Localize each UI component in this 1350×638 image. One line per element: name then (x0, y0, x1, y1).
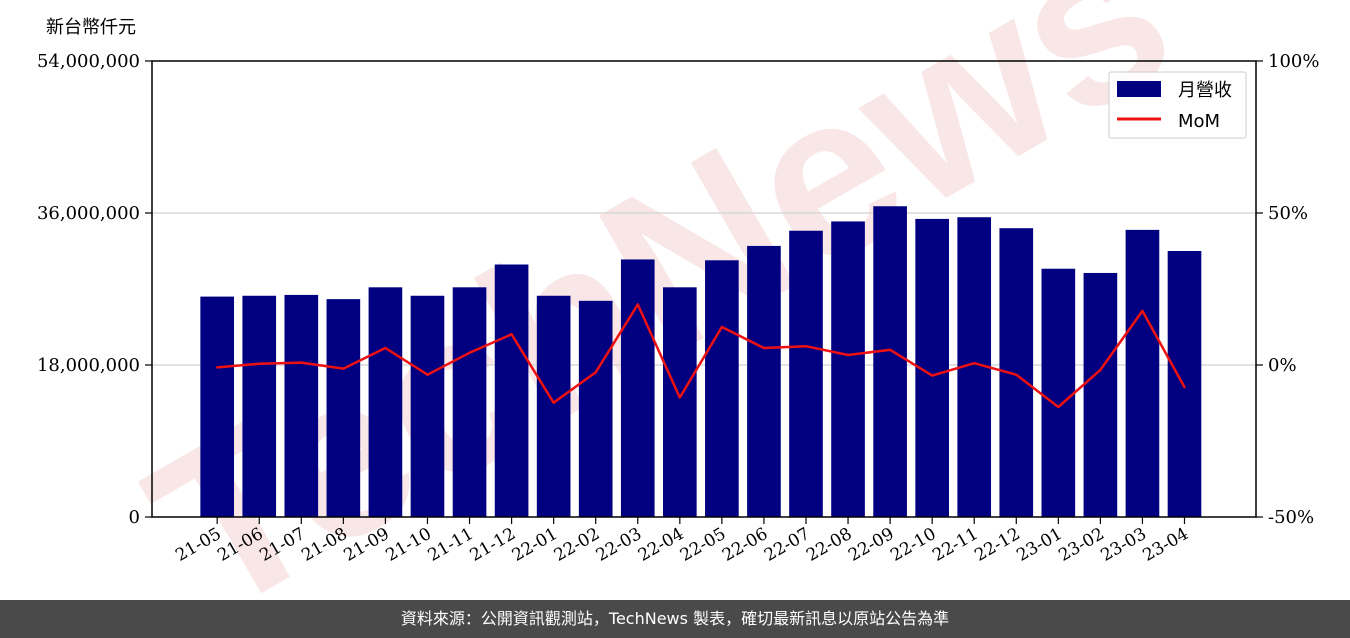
footer-source-note: 資料來源：公開資訊觀測站，TechNews 製表，確切最新訊息以原站公告為準 (0, 600, 1350, 638)
bar-21-07 (284, 294, 319, 517)
mom-point-23-02 (1099, 368, 1102, 372)
x-tick-label-22-04: 22-04 (635, 524, 687, 566)
mom-point-21-11 (468, 351, 471, 355)
mom-point-21-07 (300, 361, 303, 364)
bar-22-02 (578, 300, 613, 517)
mom-point-21-06 (258, 362, 261, 365)
mom-point-22-03 (636, 303, 639, 306)
bar-21-06 (242, 295, 277, 517)
y-right-tick-label: -50% (1268, 507, 1314, 528)
bar-22-09 (873, 206, 907, 517)
x-tick-label-23-01: 23-01 (1013, 524, 1065, 566)
legend: 月營收 MoM (1108, 71, 1247, 139)
line-layer (215, 303, 1186, 409)
mom-point-22-11 (973, 361, 976, 365)
x-tick-label-22-09: 22-09 (845, 524, 897, 566)
x-tick-label-22-08: 22-08 (803, 524, 855, 566)
y-left-tick-label: 0 (129, 507, 140, 528)
y-right-tick-label: 100% (1268, 51, 1319, 72)
x-tick-label-22-01: 22-01 (509, 524, 561, 566)
bar-22-03 (620, 259, 655, 517)
y-right-tick-label: 0% (1268, 355, 1297, 376)
axes-layer (151, 60, 1257, 518)
bar-22-07 (789, 230, 823, 517)
mom-point-23-04 (1183, 385, 1186, 389)
x-tick-label-22-05: 22-05 (677, 524, 729, 566)
mom-point-22-08 (846, 353, 850, 357)
mom-point-21-12 (510, 333, 513, 336)
bar-21-11 (452, 287, 487, 517)
x-tick-label-21-12: 21-12 (467, 524, 519, 566)
mom-point-21-10 (426, 373, 429, 376)
y-left-tick-label: 36,000,000 (37, 203, 140, 224)
y-axis-unit-label: 新台幣仟元 (46, 17, 136, 38)
mom-point-22-02 (594, 371, 597, 374)
mom-point-22-06 (762, 346, 766, 350)
legend-bar-swatch (1117, 81, 1161, 97)
mom-point-23-01 (1057, 405, 1060, 409)
x-tick-label-22-03: 22-03 (593, 524, 645, 566)
x-tick-label-23-04: 23-04 (1140, 524, 1192, 566)
mom-series-line (217, 303, 1186, 409)
bar-23-02 (1083, 272, 1118, 517)
mom-point-21-09 (384, 346, 387, 350)
bar-21-09 (368, 287, 403, 517)
mom-point-22-12 (1015, 373, 1018, 376)
bar-21-05 (200, 296, 235, 517)
y-left-tick-label: 18,000,000 (37, 355, 140, 376)
plot-frame (151, 60, 1257, 518)
bar-22-08 (831, 221, 865, 517)
x-tick-label-22-02: 22-02 (551, 524, 603, 566)
y-left-tick-label: 54,000,000 (37, 51, 140, 72)
bars-layer (200, 206, 1202, 517)
x-tick-label-22-07: 22-07 (761, 524, 813, 566)
bar-22-05 (705, 260, 739, 517)
mom-point-22-01 (552, 401, 555, 404)
bar-22-06 (747, 245, 781, 517)
mom-point-23-03 (1141, 309, 1144, 313)
x-tick-label-22-11: 22-11 (929, 524, 981, 566)
bar-22-01 (536, 295, 571, 517)
bar-21-08 (326, 299, 361, 517)
y-right-tick-label: 50% (1268, 203, 1308, 224)
chart: TechNews 新台幣仟元 018,000,00036,000,00054,0… (37, 0, 1320, 600)
bar-23-04 (1167, 251, 1202, 517)
mom-point-22-10 (930, 374, 934, 377)
mom-point-22-09 (888, 348, 892, 351)
bar-21-12 (494, 264, 529, 517)
x-tick-label-22-10: 22-10 (887, 524, 939, 566)
bar-23-03 (1125, 229, 1160, 517)
mom-point-22-07 (804, 344, 808, 348)
x-tick-label-22-12: 22-12 (971, 524, 1023, 566)
mom-point-22-05 (720, 325, 724, 329)
x-tick-label-23-03: 23-03 (1097, 524, 1149, 566)
mom-point-21-05 (215, 366, 219, 369)
legend-label-mom: MoM (1178, 111, 1220, 132)
bar-22-04 (662, 287, 697, 517)
mom-point-22-04 (678, 396, 682, 399)
mom-point-21-08 (342, 367, 345, 370)
x-tick-label-22-06: 22-06 (719, 524, 771, 566)
x-tick-label-23-02: 23-02 (1055, 524, 1107, 566)
legend-label-revenue: 月營收 (1178, 80, 1232, 101)
bar-23-01 (1041, 268, 1076, 517)
bar-21-10 (410, 295, 445, 517)
